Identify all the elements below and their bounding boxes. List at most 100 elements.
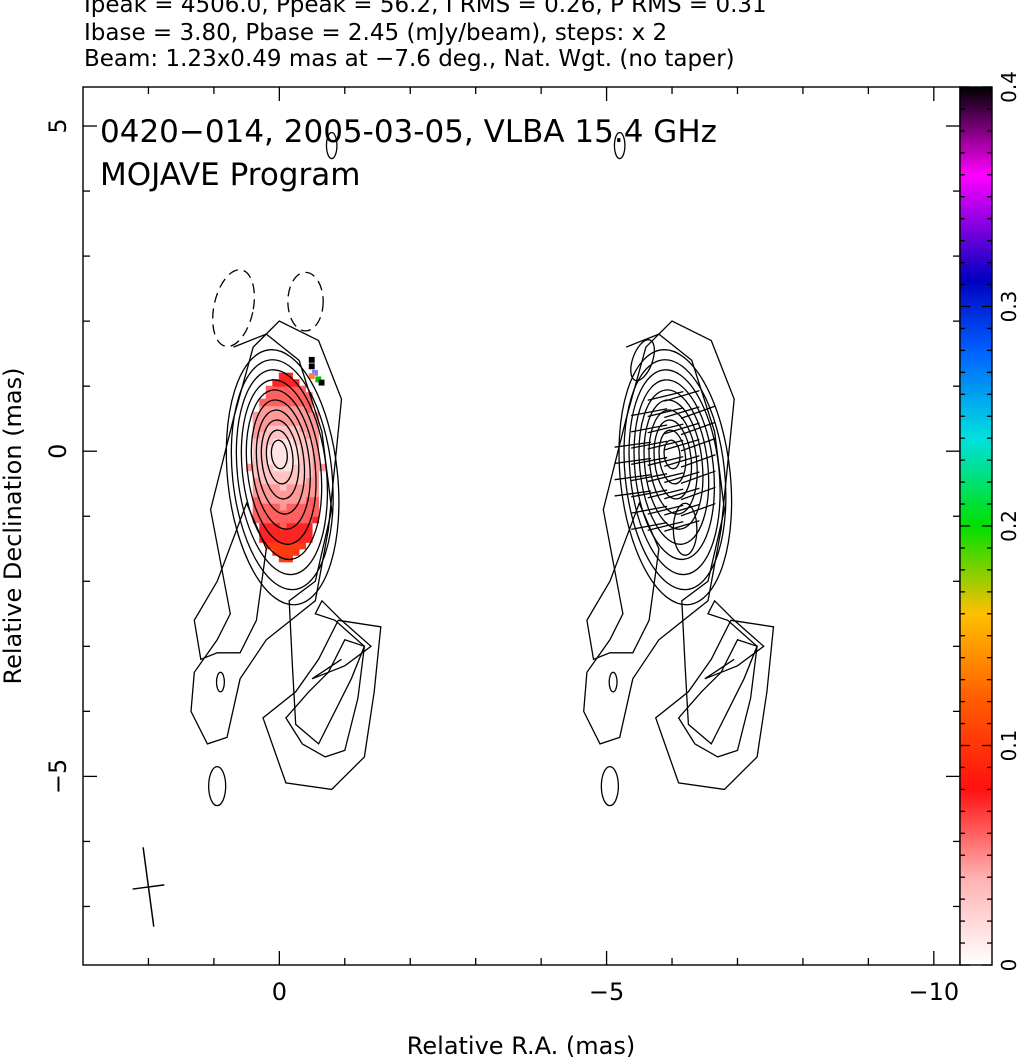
frac-pol-pixel	[278, 424, 287, 433]
evpa-tick	[680, 405, 716, 419]
evpa-tick	[664, 406, 700, 419]
frac-pol-pixel	[259, 437, 267, 446]
core-contour	[230, 359, 334, 591]
outer-contour	[625, 333, 765, 745]
frac-pol-pixel	[265, 522, 274, 530]
frac-pol-pixel	[278, 444, 287, 452]
frac-pol-pixel	[252, 470, 261, 478]
evpa-tick	[680, 454, 716, 468]
small-contour	[208, 765, 227, 807]
frac-pol-pixel	[265, 444, 274, 452]
frac-pol-pixel	[285, 385, 293, 394]
small-contour	[608, 671, 618, 693]
core-contour	[260, 419, 300, 500]
frac-pol-pixel	[291, 392, 300, 400]
core-contour	[255, 409, 306, 515]
frac-pol-pixel	[305, 437, 313, 446]
frac-pol-pixel	[272, 496, 280, 504]
core-contour	[240, 379, 323, 561]
frac-pol-pixel	[265, 398, 274, 407]
frac-pol-pixel	[259, 476, 267, 485]
frac-pol-pixel	[278, 496, 287, 504]
frac-pol-pixel	[291, 450, 300, 459]
frac-pol-pixel	[252, 515, 261, 524]
frac-pol-pixel	[265, 405, 274, 413]
frac-pol-pixel	[291, 496, 300, 504]
frac-pol-pixel	[298, 515, 307, 524]
frac-pol-pixel	[252, 424, 261, 433]
frac-pol-pixel	[285, 496, 293, 504]
frac-pol-pixel	[298, 483, 307, 491]
frac-pol-pixel	[285, 535, 293, 543]
frac-pol-pixel	[311, 515, 320, 524]
evpa-tick	[664, 471, 700, 484]
frac-pol-pixel	[278, 522, 287, 530]
frac-pol-pixel	[285, 431, 293, 439]
frac-pol-pixel	[305, 418, 313, 426]
frac-pol-pixel	[278, 405, 287, 413]
frac-pol-pixel	[298, 450, 307, 459]
frac-pol-pixel	[285, 398, 293, 407]
header-line-base: Ibase = 3.80, Pbase = 2.45 (mJy/beam), s…	[84, 20, 668, 46]
axis-tick-labels: 0 −5 −10 5 0 −5	[44, 118, 959, 1006]
frac-pol-pixel	[298, 431, 307, 439]
frac-pol-pixel	[311, 437, 320, 446]
frac-pol-pixel	[265, 502, 274, 511]
frac-pol-pixel	[291, 398, 300, 407]
frac-pol-pixel	[278, 470, 287, 478]
colorbar-tick-label: 0.2	[997, 510, 1021, 542]
header-line-peak: Ipeak = 4506.0, Ppeak = 56.2, I RMS = 0.…	[84, 0, 767, 18]
frac-pol-pixel	[305, 463, 313, 472]
core-contour	[623, 359, 727, 591]
frac-pol-pixel	[285, 405, 293, 413]
frac-pol-pixel	[305, 424, 313, 433]
frac-pol-pixel	[272, 379, 280, 387]
frac-pol-pixel	[259, 515, 267, 524]
frac-pol-pixel	[259, 405, 267, 413]
frac-pol-pixel	[272, 528, 280, 537]
frac-pol-pixel	[305, 535, 313, 543]
frac-pol-pixel	[272, 502, 280, 511]
evpa-tick	[631, 456, 668, 466]
evpa-tick	[664, 390, 700, 402]
frac-pol-pixel	[265, 424, 274, 433]
y-tick-label: 5	[44, 118, 72, 133]
frac-pol-pixel	[291, 463, 300, 472]
frac-pol-pixel	[272, 398, 280, 407]
evpa-tick	[614, 474, 652, 481]
frac-pol-pixel	[259, 450, 267, 459]
evpa-tick	[631, 505, 668, 514]
evpa-tick	[614, 441, 652, 448]
frac-pol-pixel	[311, 476, 320, 485]
outer-contour	[586, 501, 660, 661]
frac-pol-pixel	[259, 418, 267, 426]
blob-contour	[285, 639, 366, 758]
evpa-tick	[664, 455, 700, 467]
frac-pol-pixel	[252, 476, 261, 485]
frac-pol-pixel	[318, 463, 326, 472]
frac-pol-pixel	[272, 411, 280, 420]
colorbar-tick-label: 0.3	[997, 291, 1021, 323]
core-contour	[270, 439, 288, 470]
frac-pol-pixel	[298, 535, 307, 543]
frac-pol-pixel	[305, 515, 313, 524]
evpa-tick	[664, 503, 700, 516]
frac-pol-pixel	[285, 502, 293, 511]
frac-pol-pixel	[285, 418, 293, 426]
chart-title: 0420−014, 2005-03-05, VLBA 15.4 GHz	[100, 114, 717, 150]
frac-pol-pixel	[272, 405, 280, 413]
frac-pol-pixel	[252, 418, 261, 426]
frac-pol-pixel	[278, 411, 287, 420]
frac-pol-pixel	[278, 431, 287, 439]
frac-pol-pixel	[278, 457, 287, 465]
frac-pol-pixel	[259, 509, 267, 517]
frac-pol-pixel	[278, 548, 287, 556]
frac-pol-pixel	[305, 392, 313, 400]
frac-pol-pixel	[272, 457, 280, 465]
frac-pol-pixel	[305, 496, 313, 504]
frac-pol-pixel	[308, 363, 315, 370]
evpa-tick	[680, 486, 716, 501]
x-tick-label: −5	[589, 978, 624, 1006]
frac-pol-pixel	[285, 483, 293, 491]
